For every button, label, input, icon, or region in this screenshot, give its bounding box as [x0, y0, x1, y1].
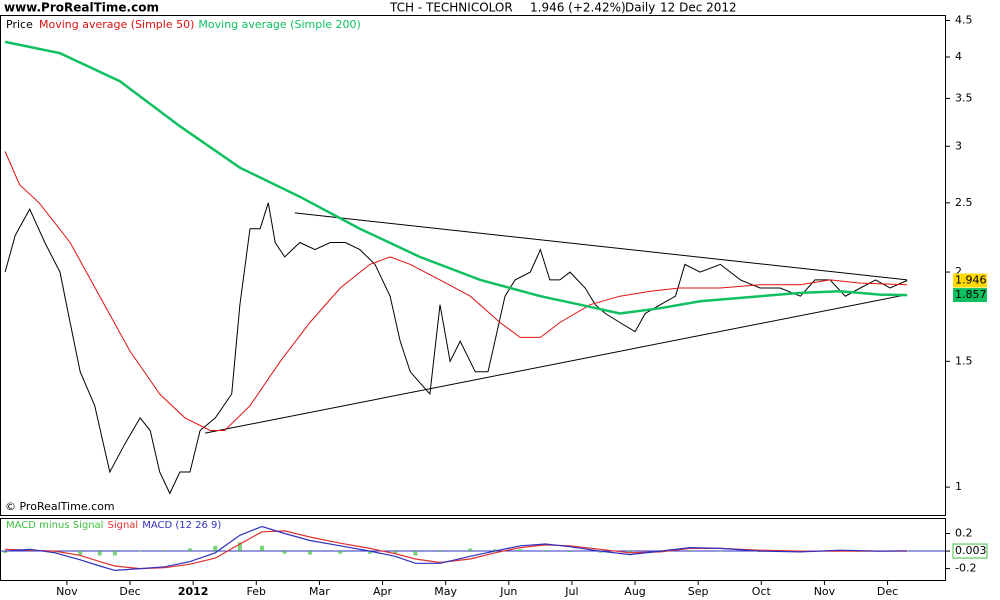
y-tick-label: 2.5	[955, 196, 973, 209]
histogram-bar	[687, 550, 692, 552]
histogram-bar	[413, 551, 418, 556]
series-line	[4, 202, 908, 495]
change: 1.946 (+2.42%)	[530, 1, 626, 15]
histogram-bar	[598, 551, 603, 553]
histogram-bar	[543, 550, 548, 552]
x-tick-label: Nov	[56, 585, 78, 598]
histogram-bar	[188, 548, 193, 552]
price-panel	[0, 15, 946, 516]
period: Daily	[625, 1, 655, 15]
macd-line	[5, 525, 908, 572]
histogram-bar	[568, 551, 573, 552]
x-tick-label: May	[434, 585, 457, 598]
x-tick-label: Dec	[877, 585, 898, 598]
x-tick-label: 2012	[178, 585, 209, 598]
x-tick-label: Nov	[814, 585, 836, 598]
histogram-bar	[52, 551, 57, 553]
legend-entry: MACD minus Signal	[6, 520, 103, 531]
x-tick-label: Jun	[499, 585, 517, 598]
histogram-bar	[718, 551, 723, 552]
histogram-bar	[628, 551, 632, 553]
y-tick-label: 4	[955, 50, 962, 63]
histogram-bar	[78, 551, 83, 556]
x-tick-label: Feb	[247, 585, 266, 598]
histogram-bar	[3, 551, 8, 553]
last-value-box	[953, 288, 987, 303]
x-tick-label: Mar	[309, 585, 330, 598]
x-tick-label: Apr	[373, 585, 393, 598]
symbol: TCH - TECHNICOLOR	[389, 1, 513, 15]
y-tick-label: -0.2	[955, 562, 976, 575]
x-tick-label: Dec	[119, 585, 140, 598]
histogram-bar	[905, 550, 910, 552]
trendline	[294, 212, 908, 281]
site: www.ProRealTime.com	[4, 1, 159, 15]
histogram-bar	[259, 545, 264, 552]
x-tick-label: Sep	[688, 585, 709, 598]
last-value-label: 1.857	[955, 288, 987, 301]
y-tick-label: 3	[955, 139, 962, 152]
histogram-bar	[97, 551, 102, 556]
histogram-bar	[492, 549, 497, 552]
histogram-bar	[162, 550, 167, 552]
legend-entry: Moving average (Simple 50)	[39, 18, 194, 31]
last-value-label: 0.003	[955, 544, 987, 557]
y-tick-label: 0.2	[955, 527, 973, 540]
histogram-bar	[237, 542, 242, 552]
legend-prefix: Price	[6, 18, 33, 31]
trendline	[205, 294, 908, 434]
histogram-bar	[518, 549, 523, 552]
histogram-bar	[338, 551, 343, 554]
histogram-bar	[437, 551, 442, 552]
histogram-bar	[393, 551, 398, 554]
y-tick-label: 1	[955, 480, 962, 493]
macd-panel	[0, 518, 946, 581]
copyright: © ProRealTime.com	[5, 500, 115, 513]
legend-entry: MACD (12 26 9)	[142, 520, 221, 531]
histogram-bar	[468, 548, 473, 552]
y-tick-label: 3.5	[955, 91, 973, 104]
x-tick-label: Aug	[624, 585, 645, 598]
last-value-box	[953, 273, 987, 288]
histogram-bar	[282, 551, 287, 554]
histogram-bar	[213, 545, 218, 552]
last-value-label: 1.946	[955, 274, 987, 287]
y-tick-label: 4.5	[955, 13, 973, 26]
legend-entry: Signal	[107, 520, 138, 531]
last-value-box	[952, 543, 988, 559]
series-line	[4, 151, 908, 431]
x-tick-label: Oct	[752, 585, 772, 598]
y-tick-label: 2	[955, 265, 962, 278]
histogram-bar	[138, 551, 143, 552]
histogram-bar	[307, 551, 312, 555]
series-line	[4, 40, 908, 315]
date: 12 Dec 2012	[660, 1, 737, 15]
y-tick-label: 1.5	[955, 354, 973, 367]
legend-entry: Moving average (Simple 200)	[198, 18, 360, 31]
x-tick-label: Jul	[564, 585, 578, 598]
histogram-bar	[367, 551, 372, 554]
histogram-bar	[112, 551, 117, 556]
